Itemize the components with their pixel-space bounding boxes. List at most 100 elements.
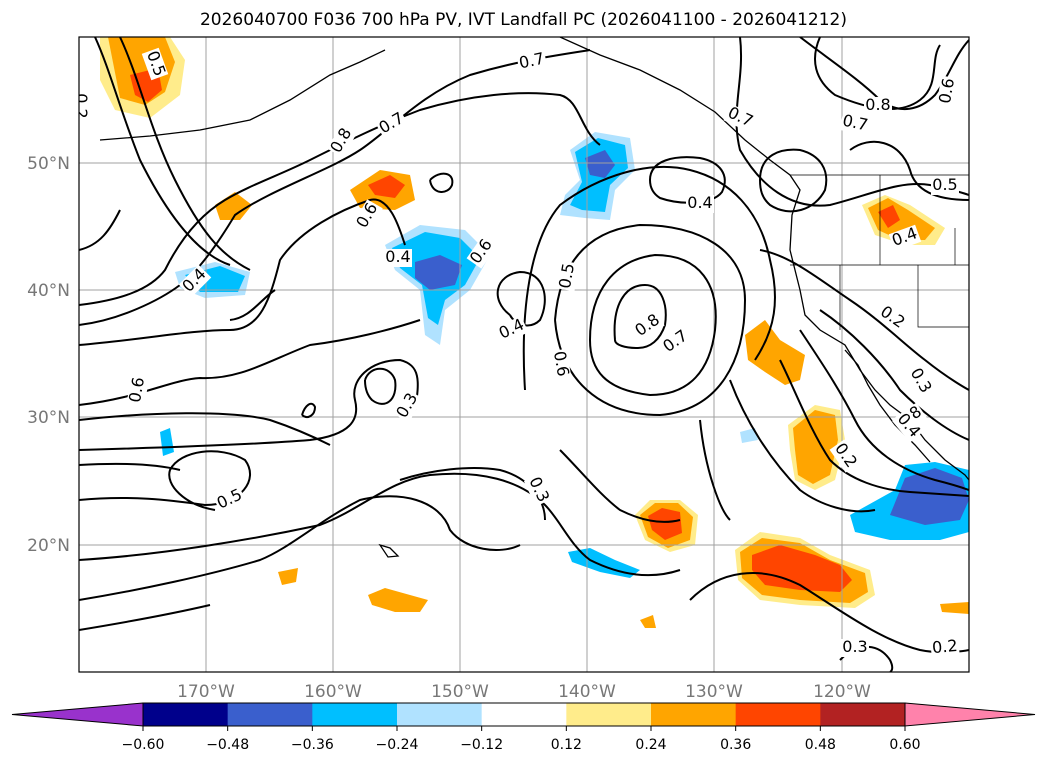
latitude-label: 40°N	[27, 281, 70, 301]
contour-line	[119, 37, 251, 271]
positive-anomaly-region	[640, 615, 656, 628]
contour-line	[429, 172, 454, 193]
positive-anomaly-region	[368, 175, 405, 198]
contour-line	[79, 319, 421, 406]
contour-line	[79, 450, 251, 511]
contour-line	[799, 37, 969, 111]
aleutian-islands	[99, 49, 386, 141]
latitude-labels: 50°N 40°N 30°N 20°N	[27, 154, 70, 556]
contour-line	[799, 329, 969, 491]
colorbar-segment	[227, 703, 313, 726]
positive-anomaly-region	[215, 192, 252, 220]
colorbar-tick-label: 0.24	[635, 737, 666, 753]
contour-label-background	[141, 47, 169, 81]
negative-anomaly-region	[890, 468, 969, 525]
colorbar-tick-label: −0.60	[122, 737, 165, 753]
positive-anomaly-region	[878, 205, 900, 228]
contour-label-background	[213, 485, 247, 515]
contour-line	[79, 472, 681, 577]
contour-line	[613, 283, 667, 350]
colorbar-segment	[481, 703, 567, 726]
negative-anomaly-region	[585, 150, 615, 178]
contour-line	[94, 37, 231, 266]
positive-anomaly-region	[648, 508, 682, 540]
contour-label-background	[126, 374, 150, 406]
colorbar-segment	[312, 703, 398, 726]
contour-line	[729, 379, 876, 513]
latitude-label: 20°N	[27, 536, 70, 556]
contour-label-background	[79, 92, 89, 120]
colorbar-tick-label: −0.36	[291, 737, 334, 753]
contour-line	[79, 198, 406, 346]
contour-line	[759, 249, 969, 391]
colorbar-tick-label: −0.12	[460, 737, 503, 753]
positive-anomaly-region	[368, 588, 428, 612]
contour-label-background	[931, 177, 959, 195]
state-borders	[790, 174, 969, 330]
contour-label-background	[495, 315, 529, 345]
colorbar-segment	[397, 703, 483, 726]
latitude-label: 50°N	[27, 154, 70, 174]
longitude-label: 140°W	[558, 682, 616, 702]
graticule	[79, 37, 969, 672]
positive-anomaly-region	[745, 320, 805, 385]
contour-label-background	[839, 112, 871, 136]
colorbar-tick-label: 0.60	[889, 737, 920, 753]
contour-label-background	[353, 199, 383, 233]
contour-label-background	[936, 75, 960, 107]
contour-label: 0.6	[550, 350, 573, 378]
contour-label: 0.6	[125, 376, 148, 404]
contour-label-background	[888, 224, 922, 252]
colorbar-segment	[143, 703, 229, 726]
contour-line	[699, 419, 731, 521]
contour-label-background	[686, 195, 714, 213]
contour-line	[759, 148, 828, 213]
contour-line	[229, 289, 276, 321]
colorbar-tick-label: −0.48	[206, 737, 249, 753]
longitude-labels: 170°W 160°W 150°W 140°W 130°W 120°W	[177, 682, 871, 702]
contour-line	[819, 309, 969, 441]
contour-label-background	[384, 249, 412, 267]
contour-label-background	[523, 473, 553, 507]
contour-label-background	[723, 103, 757, 133]
colorbar-tick-label: 0.12	[551, 737, 582, 753]
latitude-label: 30°N	[27, 408, 70, 428]
negative-anomaly-region	[415, 255, 462, 290]
longitude-label: 120°W	[813, 682, 871, 702]
contour-label: 0.8	[865, 95, 890, 114]
contour-line	[301, 402, 317, 418]
colorbar-extend-low	[11, 702, 144, 727]
longitude-label: 160°W	[304, 682, 362, 702]
contour-line	[79, 462, 181, 471]
contour-line	[79, 209, 121, 251]
contour-label-background	[875, 302, 909, 334]
colorbar-tick-label: 0.36	[720, 737, 751, 753]
contour-label: 0.6	[935, 77, 958, 105]
contour-label: 0.7	[841, 111, 870, 135]
contour-label-background	[548, 348, 572, 380]
map-frame	[78, 36, 970, 673]
contour-line	[79, 604, 211, 631]
baja-coastline	[844, 349, 931, 463]
colorbar-segment	[735, 703, 821, 726]
hawaii-island	[378, 543, 400, 558]
contour-label: 0.2	[931, 636, 958, 657]
contour-label: 0.3	[842, 637, 867, 656]
contour-label-background	[375, 109, 409, 139]
longitude-label: 150°W	[431, 682, 489, 702]
longitude-label: 130°W	[685, 682, 743, 702]
colorbar-segment	[820, 703, 906, 726]
contour-label-background	[556, 260, 580, 292]
positive-anomaly-region	[752, 545, 852, 592]
colorbar-segment	[566, 703, 652, 726]
contour-line	[554, 223, 747, 417]
colorbar-frame	[142, 702, 906, 727]
contour-label-background	[631, 310, 665, 342]
negative-anomaly-region	[160, 428, 174, 456]
map-title: 2026040700 F036 700 hPa PV, IVT Landfall…	[199, 10, 847, 30]
contour-label-background	[841, 639, 869, 657]
contour-label-background	[930, 637, 960, 659]
contour-label: 0.5	[555, 262, 578, 290]
contour-label: 0.7	[517, 49, 546, 73]
